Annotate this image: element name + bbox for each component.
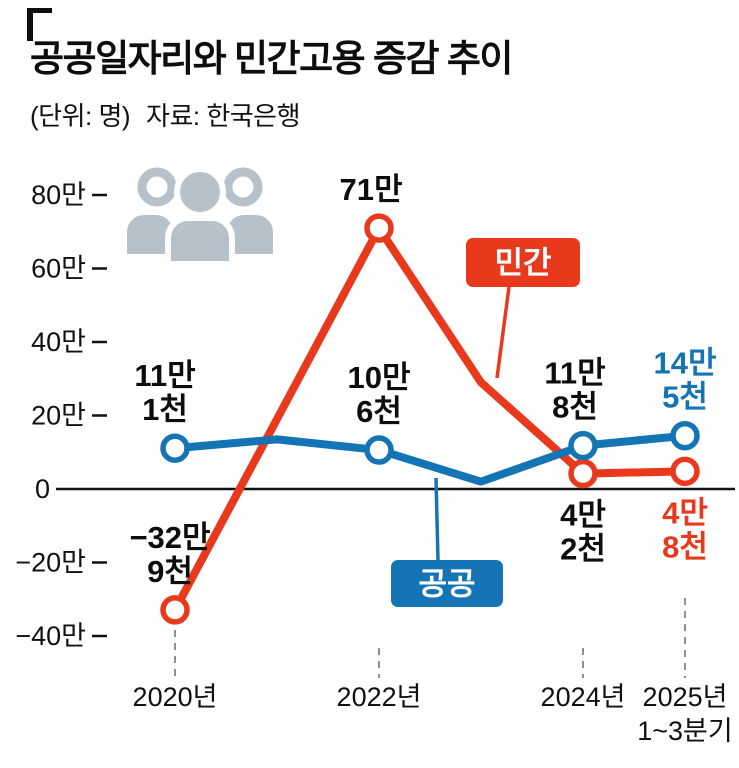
point-label-private-2020: 9천: [147, 554, 193, 589]
person-left-head-icon: [137, 167, 177, 207]
unit-label: (단위: 명): [30, 101, 131, 131]
legend-box-private: [466, 238, 580, 287]
point-label-public-2025: 14만: [653, 346, 716, 381]
person-right-body-icon: [227, 215, 273, 254]
marker-public-2022: [364, 435, 394, 465]
point-label-public-2025: 5천: [662, 380, 708, 415]
person-center-body-icon: [165, 215, 235, 267]
legend-label-public: 공공: [418, 567, 475, 602]
corner-bracket-mark: [27, 8, 52, 41]
y-tick-label: 0: [35, 474, 50, 504]
point-label-private-2024: 2천: [560, 532, 606, 567]
point-label-public-2024: 8천: [552, 390, 598, 425]
legend-box-public: [391, 560, 503, 607]
y-tick-label: 60만: [31, 254, 86, 284]
y-tick-label: −20만: [15, 548, 86, 578]
marker-public-2024: [568, 430, 598, 461]
person-center-head-icon: [174, 166, 226, 218]
unit-source-line: (단위: 명) 자료: 한국은행: [30, 96, 300, 133]
point-label-public-2020: 1천: [142, 392, 188, 427]
legend-tail-private: [495, 286, 511, 379]
page-title: 공공일자리와 민간고용 증감 추이: [30, 38, 513, 79]
y-tick-label: −40만: [15, 621, 86, 651]
y-tick-label: 40만: [31, 327, 86, 357]
x-tick-label: 2020년: [133, 682, 218, 712]
source-label: 자료: 한국은행: [146, 101, 300, 131]
point-label-public-2020: 11만: [134, 358, 195, 393]
point-label-private-2024: 4만: [560, 498, 606, 533]
legend-label-private: 민간: [494, 246, 551, 281]
x-tick-sublabel: 1~3분기: [637, 716, 732, 746]
marker-private-2025: [670, 456, 700, 487]
series-line-public: [174, 431, 686, 486]
point-label-private-2025: 4만: [662, 495, 708, 530]
point-label-private-2020: −32만: [129, 520, 210, 555]
person-right-head-icon: [223, 167, 263, 207]
marker-public-2020: [160, 433, 190, 463]
series-line-private: [171, 224, 686, 612]
x-tick-label: 2024년: [541, 682, 626, 712]
people-icon: [127, 166, 273, 267]
x-tick-label: 2025년: [643, 682, 728, 712]
point-label-public-2022: 6천: [356, 394, 402, 429]
point-label-private-2025: 8천: [662, 529, 708, 564]
legend-tail-public: [434, 477, 440, 562]
y-tick-label: 80만: [31, 180, 86, 210]
point-label-private-2022: 71만: [339, 172, 402, 207]
marker-private-2022: [364, 213, 394, 243]
point-label-public-2024: 11만: [544, 356, 605, 391]
person-left-body-icon: [127, 215, 173, 254]
marker-public-2025: [670, 420, 700, 451]
x-tick-label: 2022년: [337, 682, 422, 712]
marker-private-2024: [568, 458, 598, 489]
chart-layers: 80만 60만 40만 20만 0 −20만 −40만 2020년 2022년 2024년 2025…: [15, 172, 735, 746]
marker-private-2020: [160, 595, 190, 625]
y-tick-label: 20만: [31, 401, 86, 431]
point-label-public-2022: 10만: [347, 360, 410, 395]
